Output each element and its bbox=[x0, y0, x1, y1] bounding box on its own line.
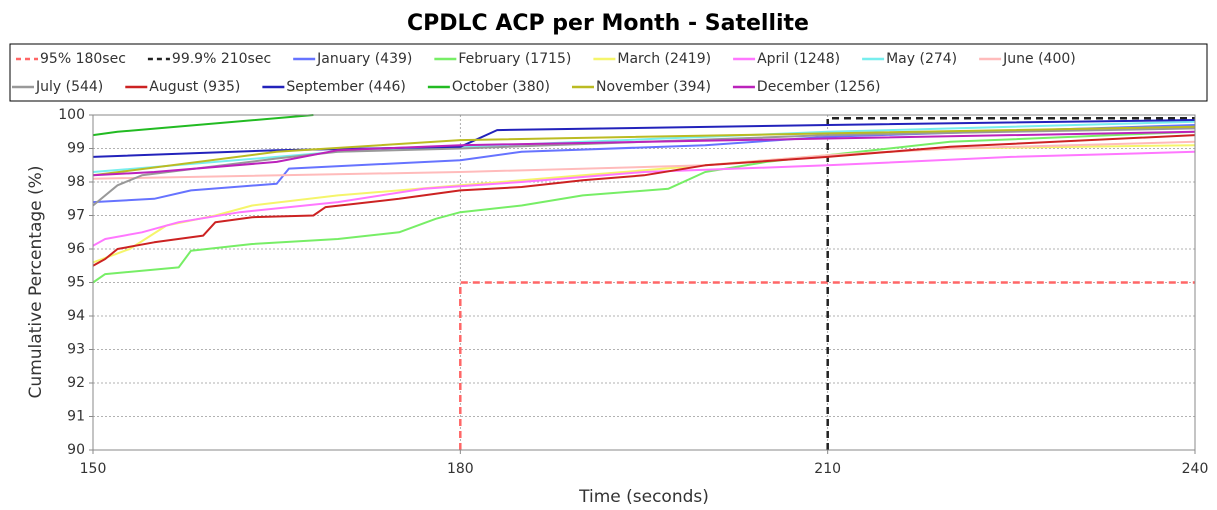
y-tick-label: 96 bbox=[67, 241, 85, 257]
y-tick-label: 97 bbox=[67, 208, 85, 224]
legend-label: July (544) bbox=[35, 79, 103, 95]
series-line bbox=[92, 120, 1196, 173]
series-line bbox=[92, 150, 1196, 247]
y-tick-label: 93 bbox=[67, 342, 85, 358]
y-axis-label: Cumulative Percentage (%) bbox=[26, 166, 46, 399]
y-tick-label: 95 bbox=[67, 275, 85, 291]
x-tick-label: 240 bbox=[1182, 461, 1209, 477]
series-line bbox=[92, 134, 1196, 267]
lines bbox=[92, 114, 1196, 450]
legend-label: January (439) bbox=[316, 51, 412, 67]
series-line bbox=[826, 117, 1195, 450]
x-tick-label: 150 bbox=[80, 461, 107, 477]
series-line bbox=[92, 130, 1196, 177]
y-tick-label: 94 bbox=[67, 308, 85, 324]
legend-label: 95% 180sec bbox=[40, 51, 126, 67]
legend-label: December (1256) bbox=[757, 79, 881, 95]
legend-label: November (394) bbox=[596, 79, 711, 95]
legend-label: February (1715) bbox=[458, 51, 571, 67]
y-tick-label: 99 bbox=[67, 141, 85, 157]
legend-label: 99.9% 210sec bbox=[172, 51, 271, 67]
y-tick-label: 92 bbox=[67, 375, 85, 391]
series-line bbox=[92, 125, 1196, 177]
grid: 90 91 92 93 94 95 96 97 98 99 100 150 180 210 240 bbox=[58, 107, 1208, 477]
chart-title: CPDLC ACP per Month - Satellite bbox=[407, 11, 809, 36]
x-tick-label: 180 bbox=[447, 461, 474, 477]
legend-label: March (2419) bbox=[617, 51, 711, 67]
x-tick-label: 210 bbox=[814, 461, 841, 477]
series-line bbox=[92, 119, 1196, 158]
y-tick-label: 100 bbox=[58, 107, 85, 123]
legend-label: September (446) bbox=[286, 79, 405, 95]
y-tick-label: 98 bbox=[67, 174, 85, 190]
plot-border bbox=[92, 114, 1196, 451]
legend-label: April (1248) bbox=[757, 51, 840, 67]
legend-label: August (935) bbox=[149, 79, 240, 95]
legend-label: June (400) bbox=[1002, 51, 1076, 67]
legend-label: May (274) bbox=[886, 51, 957, 67]
legend-box bbox=[9, 43, 1208, 102]
y-tick-label: 90 bbox=[67, 442, 85, 458]
legend: 95% 180sec 99.9% 210sec January (439) Febru… bbox=[12, 51, 1076, 95]
y-tick-label: 91 bbox=[67, 409, 85, 425]
series-line bbox=[92, 114, 314, 137]
x-axis-label: Time (seconds) bbox=[578, 487, 709, 507]
series-line bbox=[92, 124, 1196, 204]
legend-label: October (380) bbox=[452, 79, 550, 95]
